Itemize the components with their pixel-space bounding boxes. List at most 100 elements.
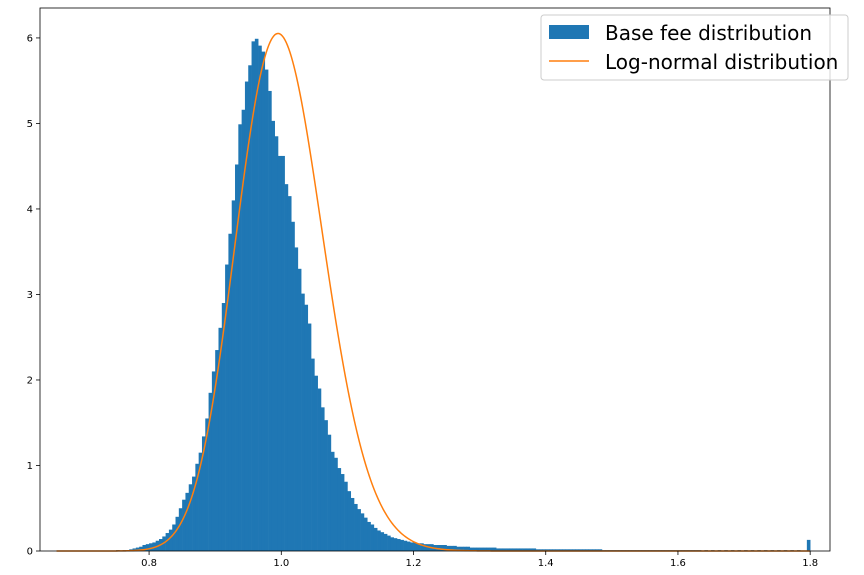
histogram-bar bbox=[806, 539, 811, 551]
histogram-bar bbox=[575, 549, 580, 551]
histogram-bar bbox=[519, 548, 523, 551]
histogram-bar bbox=[244, 81, 249, 551]
histogram-bar bbox=[423, 544, 428, 551]
histogram-bar bbox=[406, 541, 411, 551]
histogram-bar bbox=[542, 549, 547, 551]
histogram-bar bbox=[555, 549, 560, 551]
histogram-bar bbox=[304, 304, 309, 551]
histogram-bar bbox=[459, 546, 464, 551]
histogram-bar bbox=[264, 69, 269, 551]
histogram-bar bbox=[307, 323, 312, 551]
histogram-bar bbox=[165, 533, 170, 551]
y-tick-label: 0 bbox=[27, 547, 33, 558]
histogram-bar bbox=[208, 392, 213, 551]
histogram-bar bbox=[453, 545, 457, 551]
histogram-bar bbox=[132, 548, 137, 551]
histogram-bar bbox=[390, 537, 394, 551]
histogram-bar bbox=[499, 548, 504, 551]
histogram-bar bbox=[476, 547, 480, 551]
histogram-bar bbox=[446, 545, 451, 551]
histogram-bar bbox=[215, 350, 219, 551]
histogram-bar bbox=[545, 549, 550, 551]
histogram-bar bbox=[175, 516, 180, 551]
histogram-bar bbox=[271, 120, 275, 551]
x-tick-label: 1.8 bbox=[802, 558, 818, 569]
histogram-bar bbox=[317, 388, 322, 551]
x-tick-label: 1.6 bbox=[670, 558, 686, 569]
legend-label-base-fee: Base fee distribution bbox=[605, 21, 812, 45]
histogram-bar bbox=[377, 530, 381, 551]
y-tick-label: 2 bbox=[27, 375, 33, 386]
y-tick-label: 3 bbox=[27, 290, 33, 301]
histogram-bar bbox=[225, 264, 229, 551]
histogram-bar bbox=[552, 549, 556, 551]
histogram-bar bbox=[473, 547, 477, 551]
histogram-bar bbox=[502, 548, 507, 551]
histogram-bar bbox=[403, 540, 408, 551]
histogram-bar bbox=[291, 221, 295, 551]
histogram-bar bbox=[482, 547, 487, 551]
x-tick-label: 0.8 bbox=[141, 558, 157, 569]
histogram-bar bbox=[238, 124, 242, 552]
y-tick-label: 6 bbox=[27, 33, 33, 44]
histogram-bar bbox=[344, 481, 348, 551]
histogram-bar bbox=[595, 549, 599, 551]
histogram-bar bbox=[334, 457, 338, 551]
histogram-bar bbox=[370, 524, 375, 551]
histogram-bar bbox=[287, 196, 292, 551]
histogram-bar bbox=[396, 539, 401, 551]
histogram-bar bbox=[281, 155, 285, 551]
histogram-bar bbox=[330, 451, 335, 551]
histogram-bar bbox=[314, 375, 318, 551]
histogram-bar bbox=[598, 549, 603, 551]
histogram-bar bbox=[469, 547, 474, 551]
histogram-bar bbox=[562, 549, 566, 551]
plot-frame bbox=[39, 7, 831, 552]
histogram-bar bbox=[324, 420, 328, 551]
histogram-bar bbox=[439, 545, 444, 551]
legend-label-lognormal: Log-normal distribution bbox=[605, 50, 838, 74]
histogram-bar bbox=[195, 463, 199, 551]
histogram-bar bbox=[588, 549, 593, 551]
histogram-bar bbox=[466, 546, 471, 551]
histogram-bar bbox=[162, 536, 166, 551]
histogram-bar bbox=[268, 90, 272, 551]
legend: Base fee distribution Log-normal distrib… bbox=[540, 14, 849, 81]
histogram-bar bbox=[506, 548, 510, 551]
histogram-bar bbox=[277, 155, 282, 551]
histogram-bar bbox=[489, 547, 494, 551]
histogram-bar bbox=[363, 517, 368, 551]
histogram-bar bbox=[182, 499, 186, 551]
histogram-bar bbox=[301, 293, 305, 551]
histogram-bar bbox=[218, 327, 223, 551]
histogram-bar bbox=[572, 549, 576, 551]
legend-box bbox=[540, 14, 849, 81]
x-tick-label: 1.0 bbox=[273, 558, 289, 569]
x-tick-label: 1.2 bbox=[406, 558, 422, 569]
histogram-bar bbox=[294, 247, 299, 551]
histogram-bar bbox=[492, 547, 497, 551]
histogram-bar bbox=[558, 549, 563, 551]
histogram-bar bbox=[568, 549, 573, 551]
histogram-bar bbox=[311, 358, 315, 551]
histogram-bar bbox=[380, 532, 385, 551]
histogram-bar bbox=[297, 268, 302, 551]
y-tick-label: 5 bbox=[27, 119, 33, 130]
histogram-bar bbox=[400, 539, 404, 551]
histogram-bar bbox=[178, 508, 183, 551]
histogram-bar bbox=[172, 524, 176, 551]
histogram-bar bbox=[261, 51, 266, 552]
histogram-bar bbox=[522, 548, 527, 551]
histogram-bar bbox=[443, 545, 447, 551]
histogram-bar bbox=[525, 548, 530, 551]
histogram-bar bbox=[456, 546, 461, 551]
histogram-bar bbox=[413, 542, 418, 551]
histogram-bar bbox=[357, 509, 361, 551]
y-tick-label: 1 bbox=[27, 461, 33, 472]
histogram-bar bbox=[142, 545, 147, 551]
histogram-bar bbox=[320, 407, 325, 551]
histogram-bar bbox=[549, 549, 553, 551]
histogram-bar bbox=[585, 549, 590, 551]
histogram-bar bbox=[185, 492, 190, 551]
histogram-bar bbox=[539, 549, 543, 551]
